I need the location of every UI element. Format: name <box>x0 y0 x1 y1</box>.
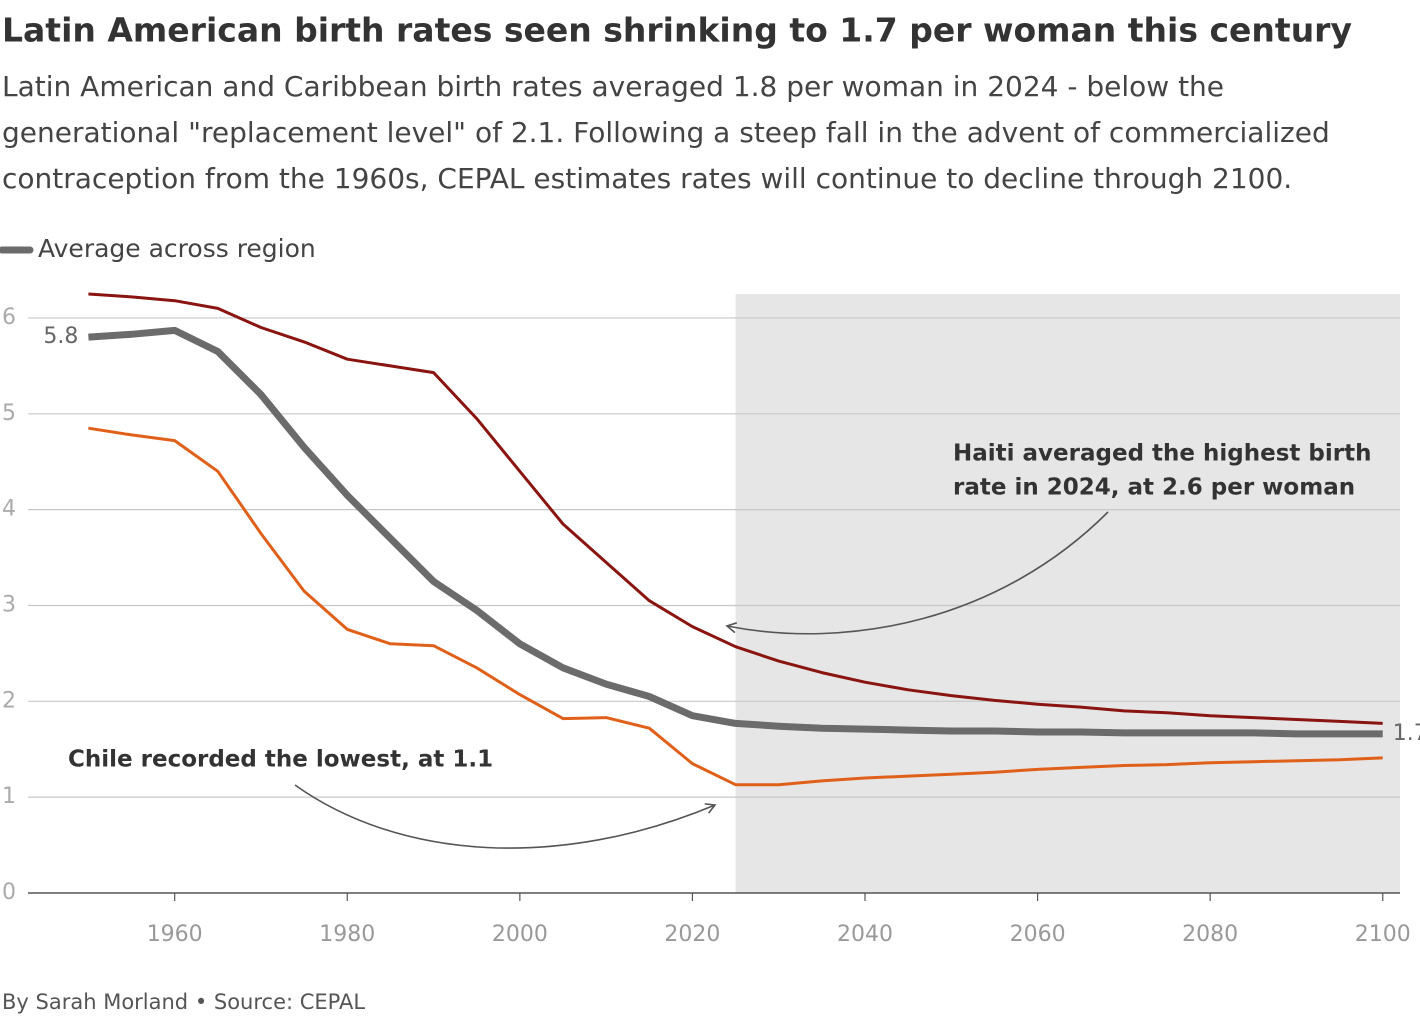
series-line <box>88 426 1383 787</box>
annotation: rate in 2024, at 2.6 per woman <box>953 475 1355 501</box>
series-line <box>88 326 1383 738</box>
value-label: 1.7 <box>1393 721 1420 746</box>
x-tick-label: 2080 <box>1182 922 1238 947</box>
annotation-arrow <box>294 784 717 849</box>
x-tick-label: 2060 <box>1010 922 1066 947</box>
legend-label: Average across region <box>38 234 316 263</box>
y-tick-label: 4 <box>2 497 16 522</box>
x-tick-label: 2020 <box>664 922 720 947</box>
annotation-arrow <box>725 511 1109 635</box>
y-tick-label: 2 <box>2 688 16 713</box>
value-label: 5.8 <box>43 324 78 349</box>
subtitle: contraception from the 1960s, CEPAL esti… <box>2 162 1292 195</box>
projection-shade <box>735 294 1400 893</box>
footer: By Sarah Morland • Source: CEPAL <box>2 990 365 1014</box>
annotation: Haiti averaged the highest birth <box>953 441 1371 467</box>
y-tick-label: 3 <box>2 592 16 617</box>
subtitle: Latin American and Caribbean birth rates… <box>2 70 1224 103</box>
annotation: Chile recorded the lowest, at 1.1 <box>68 747 493 773</box>
y-tick-label: 5 <box>2 401 16 426</box>
x-tick-label: 1980 <box>319 922 375 947</box>
series-line <box>88 292 1383 725</box>
y-tick-label: 6 <box>2 305 16 330</box>
y-tick-label: 0 <box>2 880 16 905</box>
y-tick-label: 1 <box>2 784 16 809</box>
chart-title: Latin American birth rates seen shrinkin… <box>2 11 1352 50</box>
x-tick-label: 2040 <box>837 922 893 947</box>
x-tick-label: 1960 <box>147 922 203 947</box>
subtitle: generational "replacement level" of 2.1.… <box>2 116 1330 149</box>
x-tick-label: 2100 <box>1355 922 1411 947</box>
x-tick-label: 2000 <box>492 922 548 947</box>
